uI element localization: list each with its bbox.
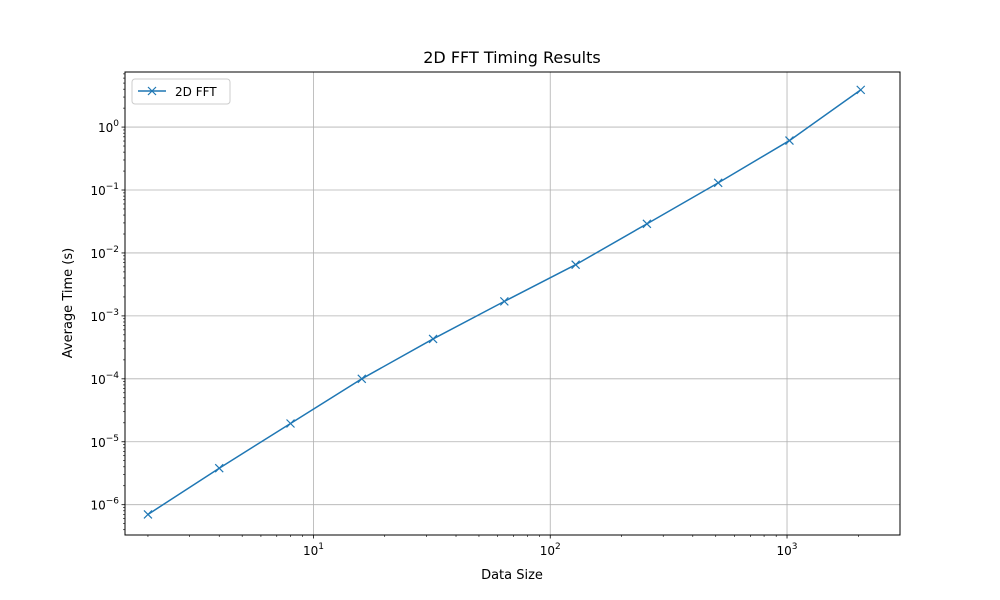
data-point-marker xyxy=(856,85,866,95)
y-tick-label: 10−3 xyxy=(90,308,119,324)
x-axis-label: Data Size xyxy=(481,568,543,583)
y-tick-label: 10−4 xyxy=(90,371,119,387)
grid xyxy=(125,72,900,535)
data-point-marker xyxy=(785,136,794,146)
y-tick-label: 10−2 xyxy=(90,245,119,261)
data-point-marker xyxy=(571,260,581,270)
data-point-marker xyxy=(642,219,652,229)
data-point-marker xyxy=(286,419,295,428)
x-tick-label: 103 xyxy=(777,542,798,558)
data-point-marker xyxy=(499,296,509,306)
y-tick-label: 10−6 xyxy=(90,497,119,513)
y-tick-label: 10−5 xyxy=(90,434,119,450)
data-point-marker xyxy=(713,178,723,188)
legend: 2D FFT xyxy=(131,78,231,105)
data-point-marker xyxy=(428,334,438,344)
axis-ticks: 101 102 103 10−6 10−5 10−4 10−3 10−2 10−1 100 xyxy=(90,73,859,558)
x-tick-label: 102 xyxy=(540,542,561,558)
y-tick-label: 10−1 xyxy=(90,182,119,198)
data-point-marker xyxy=(357,374,367,384)
plot-frame xyxy=(124,71,901,536)
data-point-marker xyxy=(214,463,224,473)
series-layer xyxy=(143,85,866,519)
legend-marker-x xyxy=(147,86,157,96)
y-axis-label: Average Time (s) xyxy=(61,248,76,358)
x-tick-label: 101 xyxy=(303,542,324,558)
chart-title: 2D FFT Timing Results xyxy=(423,48,600,67)
legend-label-2d-fft: 2D FFT xyxy=(175,85,217,99)
legend-box xyxy=(131,78,231,105)
y-tick-label: 100 xyxy=(98,119,119,135)
data-point-marker xyxy=(143,510,153,519)
